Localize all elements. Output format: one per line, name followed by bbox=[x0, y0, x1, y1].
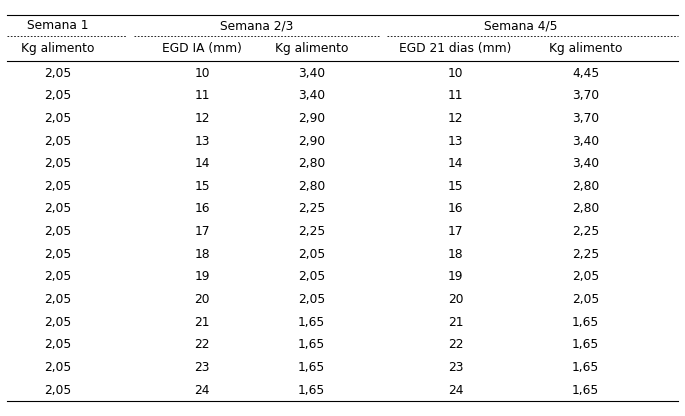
Text: 1,65: 1,65 bbox=[298, 384, 325, 397]
Text: 2,05: 2,05 bbox=[45, 361, 72, 374]
Text: 3,40: 3,40 bbox=[572, 134, 599, 148]
Text: 2,05: 2,05 bbox=[572, 270, 599, 283]
Text: 13: 13 bbox=[195, 134, 210, 148]
Text: 24: 24 bbox=[195, 384, 210, 397]
Text: 10: 10 bbox=[448, 67, 463, 79]
Text: 20: 20 bbox=[195, 293, 210, 306]
Text: 2,25: 2,25 bbox=[572, 248, 599, 261]
Text: EGD IA (mm): EGD IA (mm) bbox=[162, 42, 242, 55]
Text: EGD 21 dias (mm): EGD 21 dias (mm) bbox=[399, 42, 512, 55]
Text: 17: 17 bbox=[448, 225, 463, 238]
Text: 3,40: 3,40 bbox=[298, 89, 325, 102]
Text: 19: 19 bbox=[448, 270, 463, 283]
Text: 2,05: 2,05 bbox=[45, 203, 72, 215]
Text: 21: 21 bbox=[195, 316, 210, 329]
Text: 19: 19 bbox=[195, 270, 210, 283]
Text: 14: 14 bbox=[195, 157, 210, 170]
Text: 2,25: 2,25 bbox=[298, 203, 325, 215]
Text: 18: 18 bbox=[448, 248, 463, 261]
Text: 22: 22 bbox=[195, 338, 210, 352]
Text: 2,80: 2,80 bbox=[298, 157, 325, 170]
Text: 2,05: 2,05 bbox=[298, 270, 325, 283]
Text: 3,70: 3,70 bbox=[572, 112, 599, 125]
Text: Kg alimento: Kg alimento bbox=[275, 42, 349, 55]
Text: 1,65: 1,65 bbox=[572, 316, 599, 329]
Text: 3,40: 3,40 bbox=[298, 67, 325, 79]
Text: 2,05: 2,05 bbox=[298, 248, 325, 261]
Text: Semana 2/3: Semana 2/3 bbox=[220, 19, 294, 32]
Text: 2,05: 2,05 bbox=[45, 89, 72, 102]
Text: 22: 22 bbox=[448, 338, 463, 352]
Text: 18: 18 bbox=[195, 248, 210, 261]
Text: 23: 23 bbox=[448, 361, 463, 374]
Text: 15: 15 bbox=[448, 180, 463, 193]
Text: Kg alimento: Kg alimento bbox=[21, 42, 95, 55]
Text: 2,05: 2,05 bbox=[45, 293, 72, 306]
Text: 17: 17 bbox=[195, 225, 210, 238]
Text: 2,90: 2,90 bbox=[298, 112, 325, 125]
Text: 2,05: 2,05 bbox=[45, 316, 72, 329]
Text: 24: 24 bbox=[448, 384, 463, 397]
Text: 2,25: 2,25 bbox=[572, 225, 599, 238]
Text: 15: 15 bbox=[195, 180, 210, 193]
Text: 21: 21 bbox=[448, 316, 463, 329]
Text: 2,05: 2,05 bbox=[45, 180, 72, 193]
Text: 2,05: 2,05 bbox=[298, 293, 325, 306]
Text: 11: 11 bbox=[448, 89, 463, 102]
Text: 2,25: 2,25 bbox=[298, 225, 325, 238]
Text: 3,40: 3,40 bbox=[572, 157, 599, 170]
Text: 2,90: 2,90 bbox=[298, 134, 325, 148]
Text: 3,70: 3,70 bbox=[572, 89, 599, 102]
Text: 2,80: 2,80 bbox=[572, 203, 599, 215]
Text: 12: 12 bbox=[195, 112, 210, 125]
Text: 1,65: 1,65 bbox=[572, 361, 599, 374]
Text: 16: 16 bbox=[448, 203, 463, 215]
Text: 16: 16 bbox=[195, 203, 210, 215]
Text: 2,05: 2,05 bbox=[45, 134, 72, 148]
Text: 2,05: 2,05 bbox=[45, 157, 72, 170]
Text: 2,05: 2,05 bbox=[45, 225, 72, 238]
Text: 23: 23 bbox=[195, 361, 210, 374]
Text: 2,05: 2,05 bbox=[45, 270, 72, 283]
Text: 11: 11 bbox=[195, 89, 210, 102]
Text: 2,05: 2,05 bbox=[45, 67, 72, 79]
Text: 2,05: 2,05 bbox=[572, 293, 599, 306]
Text: 12: 12 bbox=[448, 112, 463, 125]
Text: 2,05: 2,05 bbox=[45, 248, 72, 261]
Text: 1,65: 1,65 bbox=[572, 384, 599, 397]
Text: 2,80: 2,80 bbox=[298, 180, 325, 193]
Text: Semana 4/5: Semana 4/5 bbox=[484, 19, 558, 32]
Text: 4,45: 4,45 bbox=[572, 67, 599, 79]
Text: 1,65: 1,65 bbox=[298, 338, 325, 352]
Text: 2,05: 2,05 bbox=[45, 338, 72, 352]
Text: 2,05: 2,05 bbox=[45, 112, 72, 125]
Text: 1,65: 1,65 bbox=[298, 316, 325, 329]
Text: 1,65: 1,65 bbox=[298, 361, 325, 374]
Text: Kg alimento: Kg alimento bbox=[549, 42, 623, 55]
Text: 10: 10 bbox=[195, 67, 210, 79]
Text: 1,65: 1,65 bbox=[572, 338, 599, 352]
Text: 2,80: 2,80 bbox=[572, 180, 599, 193]
Text: Semana 1: Semana 1 bbox=[27, 19, 89, 32]
Text: 20: 20 bbox=[448, 293, 463, 306]
Text: 13: 13 bbox=[448, 134, 463, 148]
Text: 14: 14 bbox=[448, 157, 463, 170]
Text: 2,05: 2,05 bbox=[45, 384, 72, 397]
